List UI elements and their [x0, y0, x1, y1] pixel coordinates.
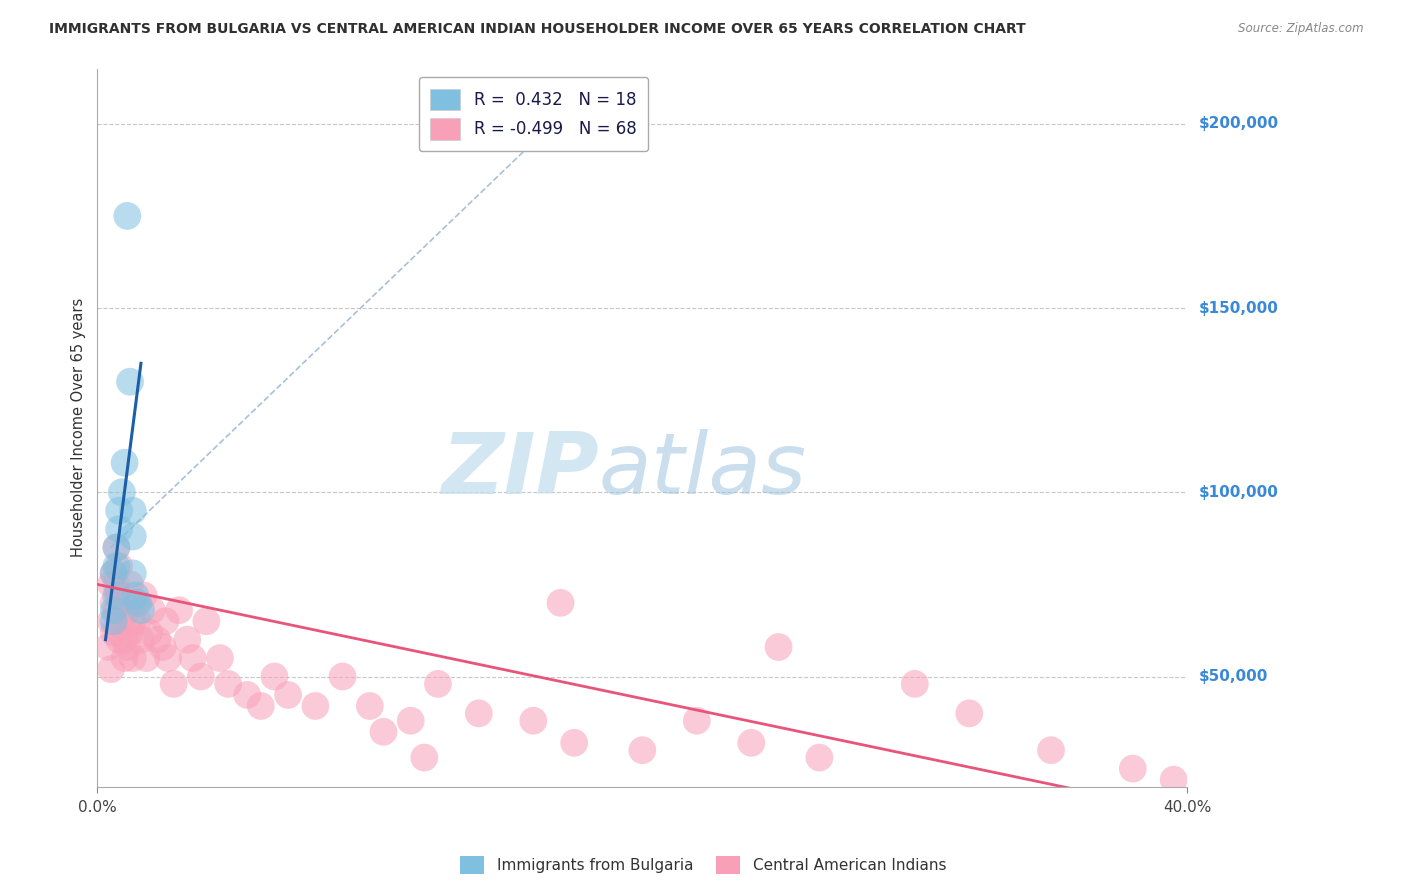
- Point: [157, 651, 180, 665]
- Point: [399, 714, 422, 728]
- Point: [97, 640, 120, 654]
- Point: [263, 669, 285, 683]
- Point: [686, 714, 709, 728]
- Point: [105, 589, 128, 603]
- Point: [413, 750, 436, 764]
- Legend: R =  0.432   N = 18, R = -0.499   N = 68: R = 0.432 N = 18, R = -0.499 N = 68: [419, 77, 648, 152]
- Point: [103, 603, 125, 617]
- Point: [768, 640, 790, 654]
- Point: [141, 603, 163, 617]
- Point: [118, 577, 141, 591]
- Text: Source: ZipAtlas.com: Source: ZipAtlas.com: [1239, 22, 1364, 36]
- Point: [152, 640, 174, 654]
- Point: [100, 662, 122, 676]
- Point: [103, 614, 125, 628]
- Text: ZIP: ZIP: [441, 429, 599, 512]
- Point: [129, 632, 152, 647]
- Point: [114, 651, 136, 665]
- Point: [105, 577, 128, 591]
- Point: [167, 603, 190, 617]
- Point: [103, 625, 125, 640]
- Point: [1122, 762, 1144, 776]
- Point: [117, 640, 139, 654]
- Point: [426, 677, 449, 691]
- Point: [957, 706, 980, 721]
- Point: [176, 632, 198, 647]
- Point: [208, 651, 231, 665]
- Point: [522, 714, 544, 728]
- Point: [138, 625, 160, 640]
- Point: [181, 651, 204, 665]
- Point: [121, 614, 143, 628]
- Point: [124, 596, 146, 610]
- Point: [195, 614, 218, 628]
- Point: [117, 603, 139, 617]
- Point: [250, 698, 273, 713]
- Point: [114, 632, 136, 647]
- Point: [121, 651, 143, 665]
- Point: [359, 698, 381, 713]
- Point: [108, 504, 131, 518]
- Point: [373, 724, 395, 739]
- Point: [132, 589, 155, 603]
- Point: [121, 566, 143, 581]
- Legend: Immigrants from Bulgaria, Central American Indians: Immigrants from Bulgaria, Central Americ…: [454, 850, 952, 880]
- Point: [105, 541, 128, 555]
- Point: [236, 688, 259, 702]
- Y-axis label: Householder Income Over 65 years: Householder Income Over 65 years: [72, 298, 86, 558]
- Point: [114, 456, 136, 470]
- Point: [117, 209, 139, 223]
- Point: [111, 589, 134, 603]
- Text: $150,000: $150,000: [1198, 301, 1278, 316]
- Point: [100, 614, 122, 628]
- Point: [468, 706, 491, 721]
- Point: [108, 589, 131, 603]
- Point: [103, 596, 125, 610]
- Point: [631, 743, 654, 757]
- Point: [121, 529, 143, 543]
- Point: [127, 596, 149, 610]
- Point: [129, 603, 152, 617]
- Text: $50,000: $50,000: [1198, 669, 1268, 684]
- Point: [105, 541, 128, 555]
- Point: [155, 614, 177, 628]
- Point: [118, 625, 141, 640]
- Point: [1163, 772, 1185, 787]
- Point: [105, 603, 128, 617]
- Point: [124, 589, 146, 603]
- Text: IMMIGRANTS FROM BULGARIA VS CENTRAL AMERICAN INDIAN HOUSEHOLDER INCOME OVER 65 Y: IMMIGRANTS FROM BULGARIA VS CENTRAL AMER…: [49, 22, 1026, 37]
- Point: [108, 632, 131, 647]
- Point: [904, 677, 927, 691]
- Point: [190, 669, 212, 683]
- Point: [108, 522, 131, 536]
- Point: [332, 669, 354, 683]
- Text: $100,000: $100,000: [1198, 484, 1278, 500]
- Point: [111, 485, 134, 500]
- Point: [277, 688, 299, 702]
- Point: [103, 566, 125, 581]
- Point: [103, 566, 125, 581]
- Point: [105, 558, 128, 573]
- Point: [100, 577, 122, 591]
- Point: [108, 558, 131, 573]
- Point: [111, 614, 134, 628]
- Point: [135, 651, 157, 665]
- Point: [217, 677, 239, 691]
- Point: [127, 614, 149, 628]
- Text: $200,000: $200,000: [1198, 116, 1278, 131]
- Text: atlas: atlas: [599, 429, 807, 512]
- Point: [304, 698, 326, 713]
- Point: [121, 504, 143, 518]
- Point: [118, 375, 141, 389]
- Point: [808, 750, 831, 764]
- Point: [740, 736, 762, 750]
- Point: [146, 632, 169, 647]
- Point: [550, 596, 572, 610]
- Point: [1040, 743, 1063, 757]
- Point: [562, 736, 585, 750]
- Point: [163, 677, 186, 691]
- Point: [114, 596, 136, 610]
